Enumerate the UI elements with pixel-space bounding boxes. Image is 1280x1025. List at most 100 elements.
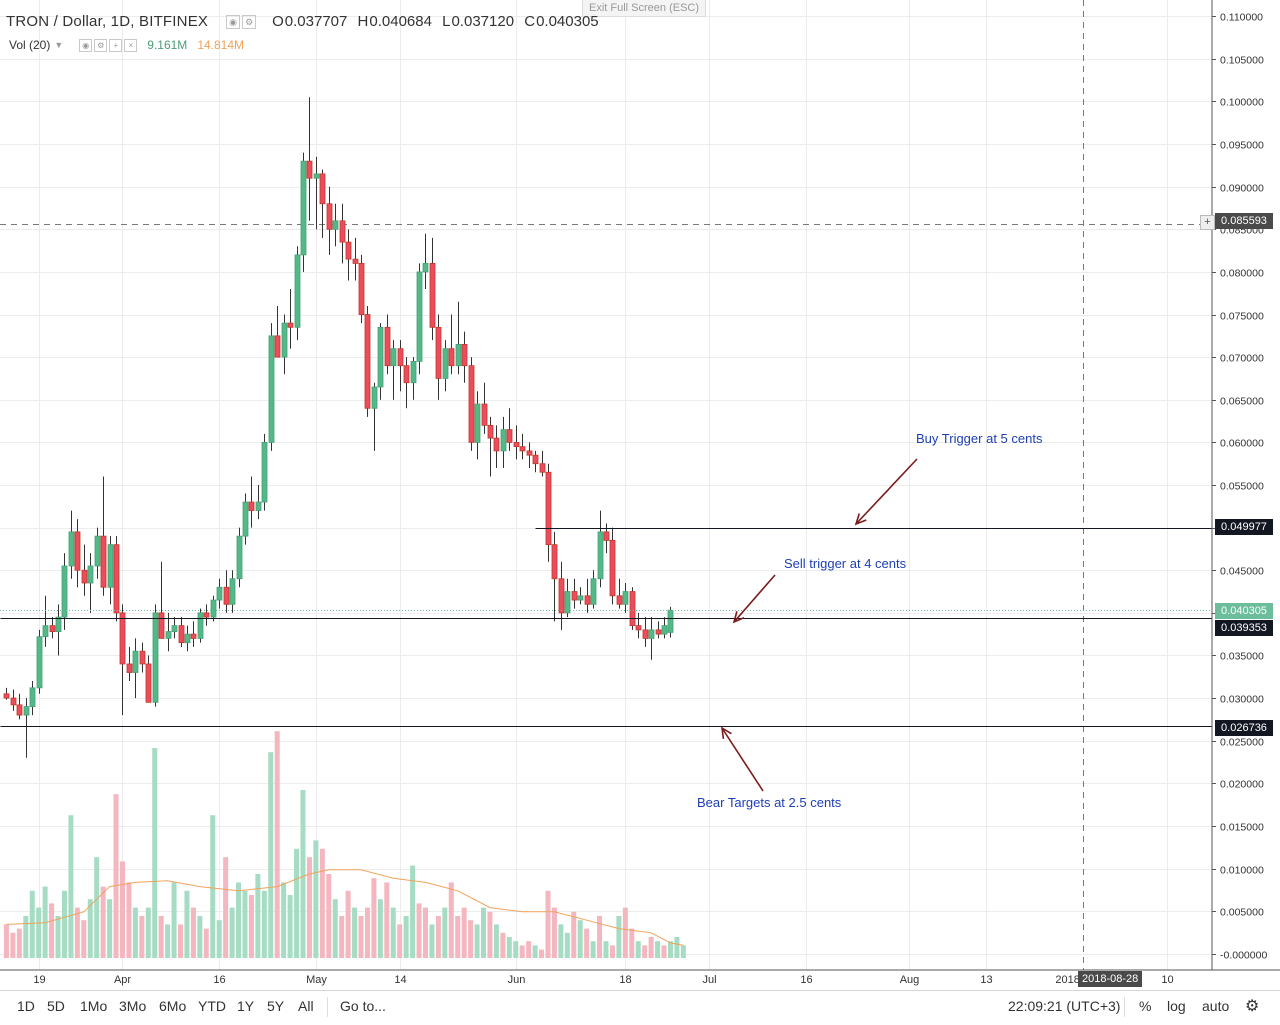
volume-bar [629, 928, 635, 958]
volume-bar [403, 916, 409, 958]
volume-value: 9.161M [147, 38, 188, 52]
candle [500, 416, 507, 468]
volume-label[interactable]: Vol (20) [9, 38, 51, 52]
auto-scale-toggle[interactable]: auto [1202, 998, 1230, 1014]
log-scale-toggle[interactable]: log [1167, 998, 1186, 1014]
range-5d-button[interactable]: 5D [47, 998, 65, 1014]
candle [61, 553, 68, 630]
candle [564, 578, 571, 618]
candle [203, 604, 210, 626]
candle [539, 450, 546, 477]
candle-down [358, 263, 365, 315]
volume-bar [461, 907, 467, 958]
candle [616, 578, 623, 609]
volume-bar [229, 907, 235, 958]
price-tick-label: 0.035000 [1220, 651, 1264, 663]
candle-down [603, 531, 610, 541]
candle [268, 323, 275, 451]
candle-up [500, 429, 507, 452]
volume-bar [255, 874, 261, 958]
volume-bar [242, 890, 248, 958]
percent-scale-toggle[interactable]: % [1139, 998, 1152, 1014]
volume-bar [513, 941, 519, 958]
candle-up [622, 591, 629, 605]
low-label: L [442, 13, 451, 30]
ohlc-readout: O0.037707 H0.040684 L0.037120 C0.040305 [266, 13, 599, 30]
candle [468, 357, 475, 451]
volume-bar [74, 907, 80, 958]
candle [442, 340, 449, 392]
range-3mo-button[interactable]: 3Mo [119, 998, 147, 1014]
volume-bar [94, 857, 100, 958]
add-alert-icon[interactable]: + [1200, 215, 1215, 230]
volume-bar [261, 890, 267, 958]
bottom-toolbar: 1D 5D 1Mo 3Mo 6Mo YTD 1Y 5Y All Go to...… [0, 990, 1280, 1025]
time-tick-label: Jun [508, 974, 526, 986]
volume-bars [3, 731, 686, 958]
candle-up [667, 609, 674, 633]
chevron-down-icon[interactable]: ▼ [54, 40, 64, 50]
volume-bar [287, 895, 293, 958]
range-1y-button[interactable]: 1Y [237, 998, 255, 1014]
volume-bar [236, 882, 242, 958]
clock-time[interactable]: 22:09:21 (UTC+3) [1008, 998, 1121, 1014]
range-5y-button[interactable]: 5Y [267, 998, 285, 1014]
range-all-button[interactable]: All [298, 998, 314, 1014]
candle [210, 595, 217, 622]
candle [422, 233, 429, 289]
candle-down [74, 531, 81, 571]
eye-icon[interactable]: ◉ [79, 38, 93, 52]
price-tick-label: 0.110000 [1220, 12, 1263, 24]
candle [313, 156, 320, 230]
candle-up [661, 625, 668, 635]
bear-arrow [720, 726, 764, 792]
high-value: 0.040684 [369, 13, 432, 30]
crosshair-date-flag: 2018-08-28 [1078, 971, 1143, 987]
volume-bar [493, 924, 499, 958]
volume-bar [416, 903, 422, 958]
range-1d-button[interactable]: 1D [17, 998, 35, 1014]
range-6mo-button[interactable]: 6Mo [159, 998, 187, 1014]
settings-icon[interactable]: ⚙ [94, 38, 108, 52]
price-axis[interactable]: 0.110000 0.105000 0.100000 0.095000 0.090000… [1211, 0, 1267, 970]
eye-icon[interactable]: ◉ [226, 14, 241, 29]
price-tick-label: 0.055000 [1220, 481, 1264, 493]
candle-down [487, 424, 494, 439]
volume-bar [203, 928, 209, 958]
volume-bar [397, 924, 403, 958]
candle-down [248, 501, 255, 511]
volume-bar [339, 916, 345, 958]
close-icon[interactable]: × [124, 38, 138, 52]
candle [281, 314, 288, 375]
candle-down [403, 365, 410, 384]
volume-bar [178, 924, 184, 958]
range-1mo-button[interactable]: 1Mo [80, 998, 108, 1014]
candle-up [371, 386, 378, 409]
time-tick-label: 13 [980, 974, 992, 986]
candle-down [81, 569, 88, 584]
candle-down [139, 650, 146, 665]
candle-down [571, 591, 578, 601]
volume-bar [371, 878, 377, 958]
time-tick-label: Apr [114, 974, 131, 986]
volume-bar [36, 907, 42, 958]
candle [455, 301, 462, 375]
gear-icon[interactable]: ⚙ [1245, 998, 1260, 1015]
time-tick-label: 10 [1161, 974, 1173, 986]
exit-fullscreen-button[interactable]: Exit Full Screen (ESC) [582, 0, 707, 17]
candle-down [616, 595, 623, 605]
settings-icon[interactable]: ⚙ [242, 14, 257, 29]
candle [481, 382, 488, 434]
goto-date-button[interactable]: Go to... [340, 998, 386, 1014]
volume-bar [384, 882, 390, 958]
range-ytd-button[interactable]: YTD [198, 998, 226, 1014]
candle [345, 229, 352, 281]
candle [461, 331, 468, 383]
symbol-title[interactable]: TRON / Dollar, 1D, BITFINEX [6, 13, 209, 30]
price-tick-label: 0.105000 [1220, 55, 1264, 67]
plus-icon[interactable]: + [109, 38, 123, 52]
price-tick-label: 0.090000 [1220, 183, 1264, 195]
price-tick-label: 0.005000 [1220, 907, 1264, 919]
volume-bar [145, 907, 151, 958]
price-chart[interactable]: 0.110000 0.105000 0.100000 0.095000 0.090000… [0, 0, 1280, 990]
